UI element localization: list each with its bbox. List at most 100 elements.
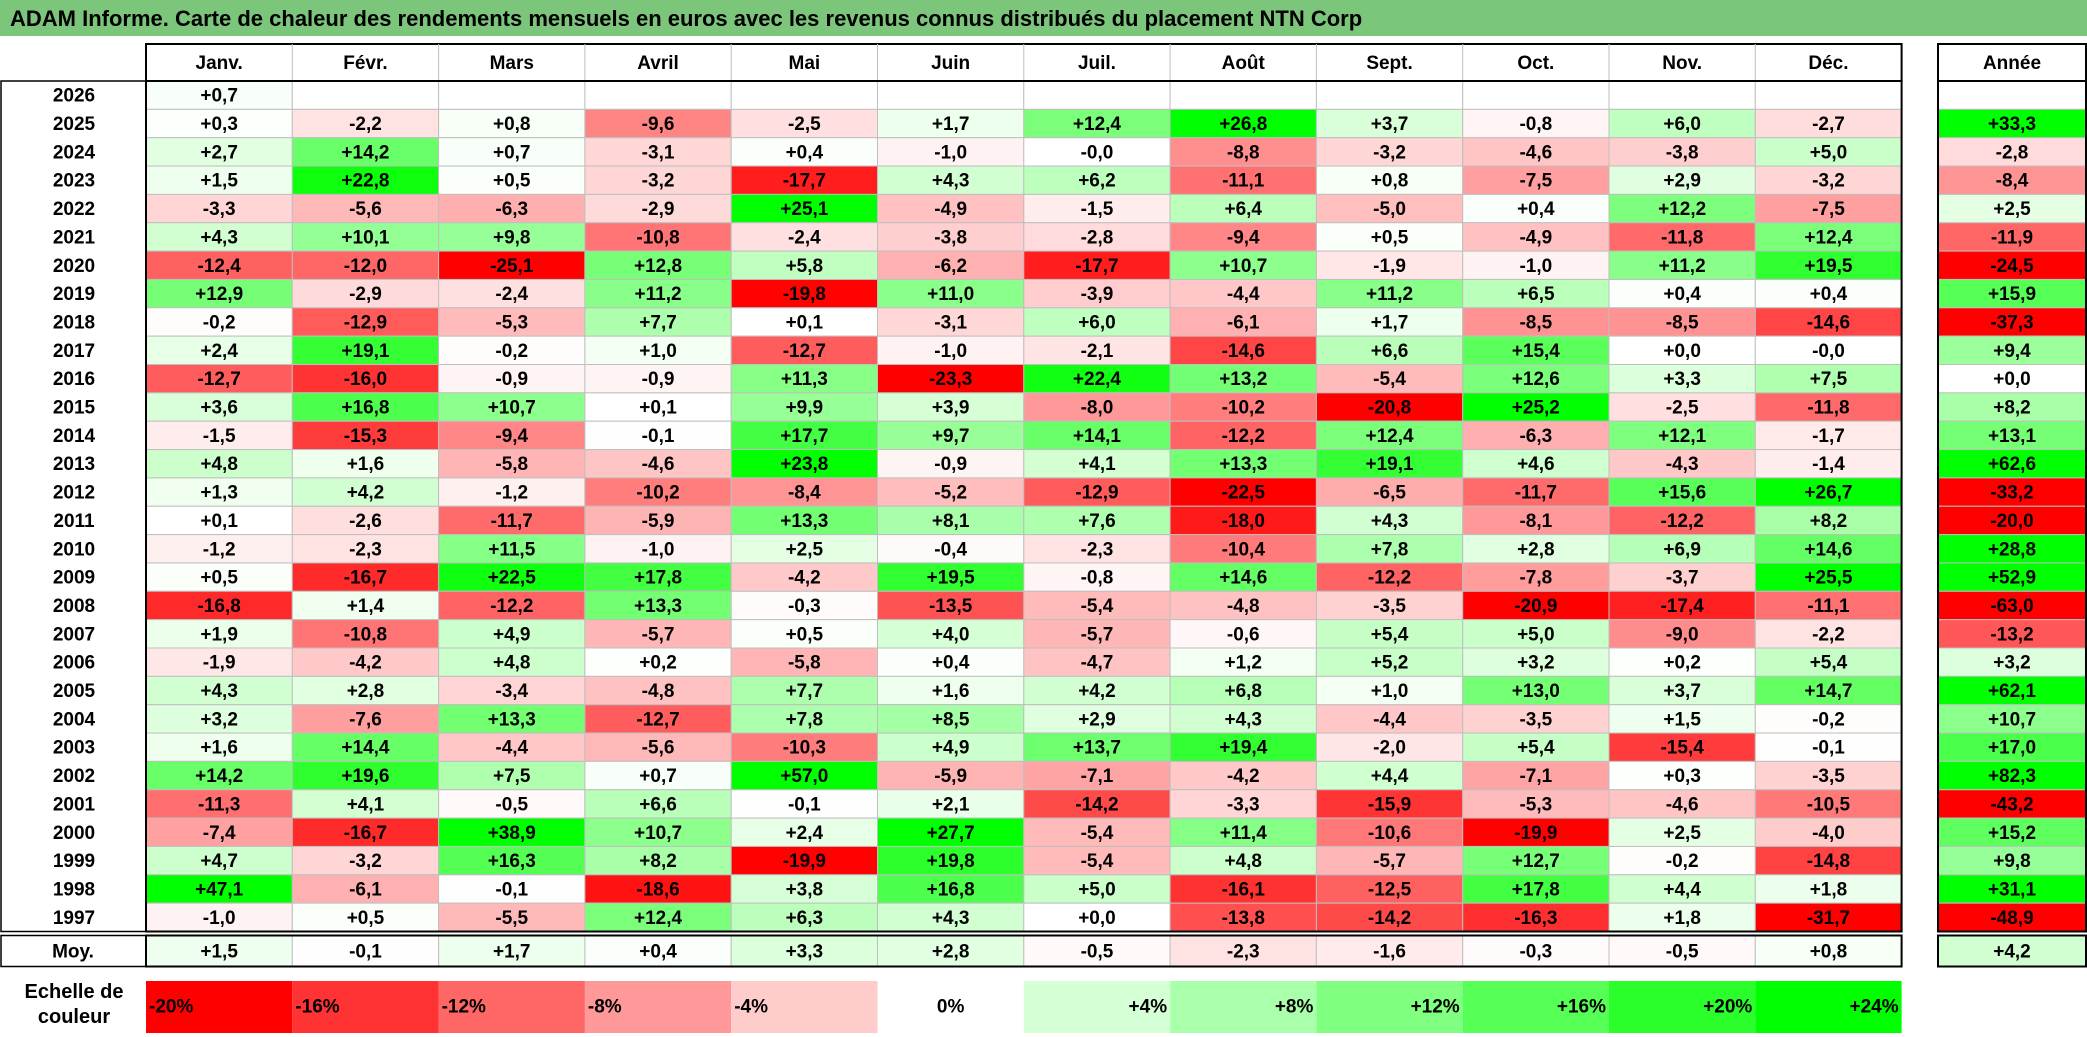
heat-cell	[291, 165, 440, 195]
heat-cell	[438, 108, 586, 139]
heat-cell	[584, 364, 732, 394]
heat-cell-value: +0,5	[200, 568, 238, 589]
heat-cell	[730, 789, 879, 819]
heat-cell	[1315, 137, 1464, 167]
heat-cell-value: +0,7	[639, 766, 677, 787]
heat-cell	[438, 137, 586, 167]
heat-cell	[877, 505, 1025, 536]
heat-cell	[145, 789, 293, 819]
heat-cell-value: -4,6	[1519, 142, 1552, 163]
annual-cell-value: -63,0	[1990, 596, 2033, 617]
heat-cell	[584, 80, 732, 110]
heat-cell-value: +13,3	[634, 596, 682, 617]
color-scale-label: Echelle de couleur	[0, 980, 148, 1030]
year-label: 2013	[53, 454, 95, 475]
heat-cell-value: +0,2	[639, 653, 677, 674]
annual-cell-value: -13,2	[1990, 624, 2033, 645]
annual-cell	[1937, 278, 2087, 309]
heat-cell-value: -3,5	[1373, 596, 1406, 617]
heat-cell-value: -5,4	[1081, 823, 1114, 844]
month-header-5: Juin	[931, 53, 970, 74]
heat-cell	[1315, 647, 1464, 677]
heat-cell-value: +1,7	[1371, 312, 1409, 333]
heat-cell	[730, 732, 879, 762]
heat-cell-value: -3,1	[642, 142, 675, 163]
heat-cell-value: +2,4	[786, 823, 824, 844]
heat-cell	[1169, 392, 1317, 422]
heat-cell	[730, 760, 879, 791]
heat-cell	[145, 307, 293, 337]
heat-cell	[1754, 732, 1903, 762]
color-scale-swatch	[438, 981, 585, 1033]
heat-cell-value: -12,2	[1222, 426, 1265, 447]
heat-cell	[584, 534, 732, 564]
heat-cell-value: +1,8	[1663, 908, 1701, 929]
heat-cell-value: -1,2	[495, 483, 528, 504]
heat-cell-value: +1,9	[200, 624, 238, 645]
annual-cell-value: +9,8	[1993, 851, 2031, 872]
heat-cell	[584, 505, 732, 536]
heat-cell	[145, 704, 293, 734]
heat-cell-value: +1,7	[932, 114, 970, 135]
heat-cell	[877, 137, 1025, 167]
heat-cell	[1169, 704, 1317, 734]
heat-cell	[1462, 364, 1610, 394]
heat-cell-value: +25,1	[780, 199, 829, 220]
heat-cell-value: +14,6	[1219, 568, 1267, 589]
heat-cell-value: -14,6	[1807, 312, 1850, 333]
heat-cell-value: -2,2	[349, 114, 382, 135]
heat-cell-value: -1,0	[642, 539, 675, 560]
annual-cell-value: +31,1	[1988, 879, 2037, 900]
heat-cell	[145, 534, 293, 564]
heat-cell	[1315, 420, 1464, 451]
heat-cell-value: -2,1	[1081, 341, 1114, 362]
heat-cell-value: -3,9	[1081, 284, 1114, 305]
year-label: 2010	[53, 539, 95, 560]
heat-cell-value: +2,5	[1663, 823, 1701, 844]
heat-cell-value: +2,7	[200, 142, 238, 163]
year-label: 2022	[53, 199, 95, 220]
annual-cell-value: +13,1	[1988, 426, 2037, 447]
annual-cell-value: +0,0	[1993, 369, 2031, 390]
heat-cell-value: +0,5	[493, 171, 531, 192]
heat-cell	[145, 477, 293, 507]
average-cell-value: +2,8	[932, 942, 970, 963]
heat-cell	[291, 534, 440, 564]
heat-cell-value: -13,8	[1222, 908, 1265, 929]
annual-cell-value: +17,0	[1988, 738, 2036, 759]
heat-cell-value: -0,2	[495, 341, 528, 362]
heat-cell-value: -2,8	[1081, 227, 1114, 248]
annual-cell-value: +15,9	[1988, 284, 2036, 305]
heat-cell-value: -2,3	[1081, 539, 1114, 560]
heat-cell	[1608, 732, 1756, 762]
annual-cell	[1937, 335, 2087, 365]
color-scale-value: -4%	[734, 997, 768, 1018]
heat-cell	[1315, 505, 1464, 536]
heat-cell	[1608, 449, 1756, 479]
heat-cell-value: -9,6	[642, 114, 675, 135]
heat-cell	[1315, 902, 1464, 933]
year-label: 2018	[53, 312, 95, 333]
heat-cell	[584, 704, 732, 734]
heat-cell	[1023, 335, 1171, 365]
heat-cell	[584, 222, 732, 252]
average-cell-value: +1,7	[493, 942, 531, 963]
heat-cell	[1754, 137, 1903, 167]
heat-cell	[438, 80, 586, 110]
heat-cell	[1169, 335, 1317, 365]
heat-cell	[730, 137, 879, 167]
heat-cell-value: -4,6	[1666, 794, 1699, 815]
heat-cell-value: +47,1	[195, 879, 244, 900]
heat-cell	[1023, 449, 1171, 479]
heat-cell-value: +12,2	[1658, 199, 1706, 220]
heat-cell	[1315, 278, 1464, 309]
heat-cell-value: +3,2	[200, 709, 238, 730]
annual-cell-value: -48,9	[1990, 908, 2033, 929]
heat-cell	[1608, 619, 1756, 649]
heat-cell	[1462, 80, 1610, 110]
average-cell-value: -1,6	[1373, 942, 1406, 963]
annual-cell	[1937, 704, 2087, 734]
heat-cell-value: -12,5	[1368, 879, 1412, 900]
month-header-2: Mars	[490, 53, 534, 74]
heat-cell	[877, 307, 1025, 337]
